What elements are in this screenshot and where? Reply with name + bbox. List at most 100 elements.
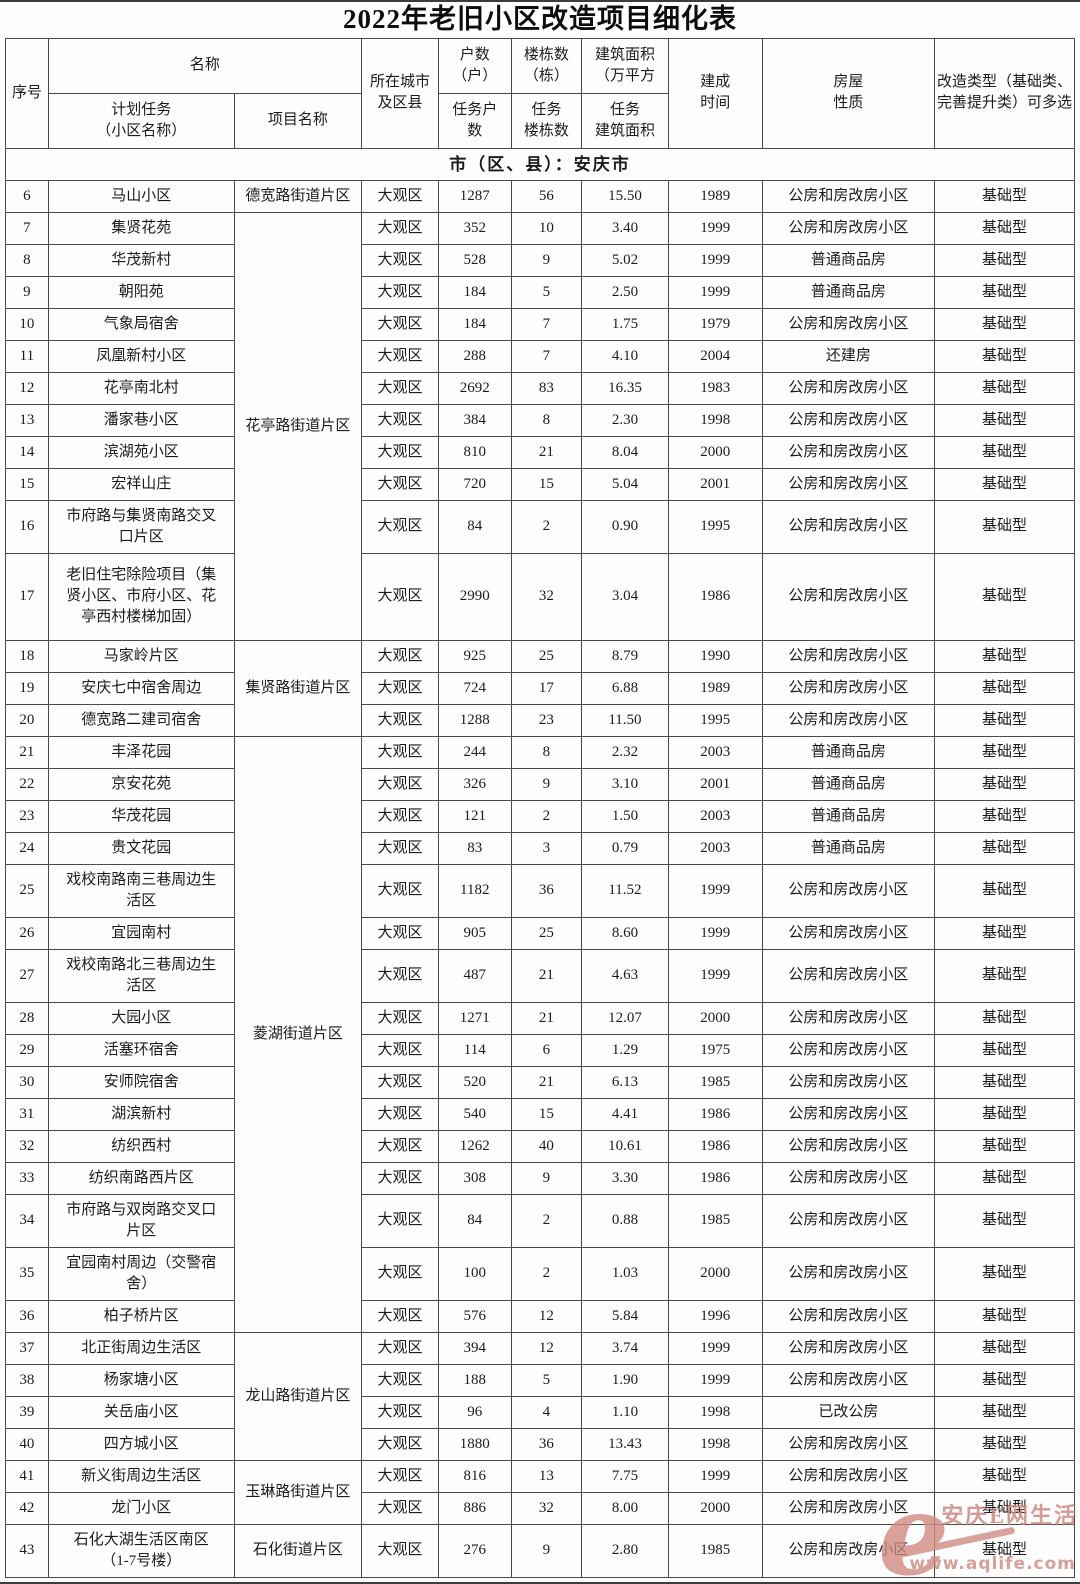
cell-renovation-type: 基础型 <box>933 403 1076 437</box>
cell-seq: 18 <box>5 639 49 673</box>
cell-renovation-type: 基础型 <box>933 1033 1076 1067</box>
cell-seq: 19 <box>5 671 49 705</box>
cell-community-name: 凤凰新村小区 <box>47 339 235 373</box>
cell-year: 1985 <box>667 1523 763 1578</box>
cell-area: 3.10 <box>581 767 669 801</box>
cell-households: 326 <box>437 767 512 801</box>
section-city-label: 市（区、县）：安庆市 <box>5 147 1075 181</box>
table-row: 25 戏校南路南三巷周边生 活区 大观区 1182 36 11.52 1999 公房和房改房小… <box>5 863 1076 918</box>
cell-area: 0.88 <box>581 1193 669 1248</box>
col-header-households-task: 任务户 数 <box>437 92 512 149</box>
col-header-type: 改造类型（基础类、 完善提升类）可多选 <box>933 37 1076 149</box>
cell-area: 4.10 <box>581 339 669 373</box>
cell-community-name: 华茂花园 <box>47 799 235 833</box>
table-row: 22 京安花苑 大观区 326 9 3.10 2001 普通商品房 基础型 <box>5 767 1076 801</box>
cell-city: 大观区 <box>360 1491 439 1525</box>
cell-house-nature: 公房和房改房小区 <box>761 435 935 469</box>
cell-buildings: 12 <box>510 1299 583 1333</box>
cell-renovation-type: 基础型 <box>933 467 1076 501</box>
table-row: 29 活塞环宿舍 大观区 114 6 1.29 1975 公房和房改房小区 基础型 <box>5 1033 1076 1067</box>
cell-year: 1999 <box>667 275 763 309</box>
cell-house-nature: 普通商品房 <box>761 275 935 309</box>
cell-seq: 8 <box>5 243 49 277</box>
cell-buildings: 8 <box>510 735 583 769</box>
cell-area: 1.75 <box>581 307 669 341</box>
cell-project-name: 石化街道片区 <box>233 1523 362 1578</box>
cell-city: 大观区 <box>360 467 439 501</box>
col-header-households: 户数 （户） <box>437 37 512 94</box>
cell-house-nature: 公房和房改房小区 <box>761 948 935 1003</box>
cell-area: 8.60 <box>581 916 669 950</box>
cell-households: 288 <box>437 339 512 373</box>
cell-households: 1262 <box>437 1129 512 1163</box>
cell-households: 925 <box>437 639 512 673</box>
cell-seq: 23 <box>5 799 49 833</box>
cell-buildings: 36 <box>510 1427 583 1461</box>
cell-city: 大观区 <box>360 499 439 554</box>
cell-community-name: 纺织西村 <box>47 1129 235 1163</box>
cell-year: 2003 <box>667 799 763 833</box>
cell-year: 1999 <box>667 1363 763 1397</box>
table-row: 36 柏子桥片区 大观区 576 12 5.84 1996 公房和房改房小区 基础型 <box>5 1299 1076 1333</box>
cell-house-nature: 公房和房改房小区 <box>761 1331 935 1365</box>
cell-households: 520 <box>437 1065 512 1099</box>
cell-renovation-type: 基础型 <box>933 1299 1076 1333</box>
cell-house-nature: 公房和房改房小区 <box>761 1363 935 1397</box>
cell-city: 大观区 <box>360 1427 439 1461</box>
cell-city: 大观区 <box>360 1033 439 1067</box>
cell-community-name: 集贤花苑 <box>47 211 235 245</box>
cell-renovation-type: 基础型 <box>933 499 1076 554</box>
cell-community-name: 德宽路二建司宿舍 <box>47 703 235 737</box>
table-row: 40 四方城小区 大观区 1880 36 13.43 1998 公房和房改房小区 基础型 <box>5 1427 1076 1461</box>
cell-seq: 9 <box>5 275 49 309</box>
table-row: 17 老旧住宅除险项目（集 贤小区、市府小区、花 亭西村楼梯加固） 大观区 2990 3… <box>5 552 1076 641</box>
cell-city: 大观区 <box>360 1331 439 1365</box>
cell-renovation-type: 基础型 <box>933 916 1076 950</box>
cell-project-name: 龙山路街道片区 <box>233 1331 362 1461</box>
cell-buildings: 25 <box>510 639 583 673</box>
cell-households: 100 <box>437 1246 512 1301</box>
cell-renovation-type: 基础型 <box>933 863 1076 918</box>
cell-renovation-type: 基础型 <box>933 339 1076 373</box>
cell-seq: 10 <box>5 307 49 341</box>
cell-renovation-type: 基础型 <box>933 1395 1076 1429</box>
cell-year: 1998 <box>667 1427 763 1461</box>
cell-city: 大观区 <box>360 243 439 277</box>
cell-buildings: 56 <box>510 179 583 213</box>
table-row: 43 石化大湖生活区南区 （1-7号楼） 石化街道片区 大观区 276 9 2.80 1985… <box>5 1523 1076 1578</box>
cell-households: 905 <box>437 916 512 950</box>
cell-city: 大观区 <box>360 1161 439 1195</box>
cell-renovation-type: 基础型 <box>933 1129 1076 1163</box>
cell-buildings: 3 <box>510 831 583 865</box>
cell-area: 2.32 <box>581 735 669 769</box>
cell-area: 3.40 <box>581 211 669 245</box>
cell-city: 大观区 <box>360 703 439 737</box>
cell-seq: 15 <box>5 467 49 501</box>
cell-area: 7.75 <box>581 1459 669 1493</box>
cell-area: 11.52 <box>581 863 669 918</box>
cell-year: 1975 <box>667 1033 763 1067</box>
cell-year: 1989 <box>667 671 763 705</box>
table-row: 41 新义街周边生活区 玉琳路街道片区 大观区 816 13 7.75 1999 公房和房改房小… <box>5 1459 1076 1525</box>
cell-city: 大观区 <box>360 1395 439 1429</box>
cell-city: 大观区 <box>360 179 439 213</box>
table-row: 34 市府路与双岗路交叉口 片区 大观区 84 2 0.88 1985 公房和房改房小区 基础型 <box>5 1193 1076 1248</box>
cell-year: 1983 <box>667 371 763 405</box>
cell-year: 1999 <box>667 211 763 245</box>
cell-seq: 42 <box>5 1491 49 1525</box>
cell-renovation-type: 基础型 <box>933 1193 1076 1248</box>
cell-year: 1979 <box>667 307 763 341</box>
cell-house-nature: 公房和房改房小区 <box>761 1193 935 1248</box>
cell-community-name: 潘家巷小区 <box>47 403 235 437</box>
cell-seq: 12 <box>5 371 49 405</box>
cell-year: 2000 <box>667 435 763 469</box>
cell-buildings: 2 <box>510 1246 583 1301</box>
cell-year: 1999 <box>667 1331 763 1365</box>
cell-city: 大观区 <box>360 307 439 341</box>
cell-community-name: 老旧住宅除险项目（集 贤小区、市府小区、花 亭西村楼梯加固） <box>47 552 235 641</box>
cell-seq: 38 <box>5 1363 49 1397</box>
cell-year: 1985 <box>667 1193 763 1248</box>
cell-buildings: 25 <box>510 916 583 950</box>
cell-house-nature: 公房和房改房小区 <box>761 371 935 405</box>
